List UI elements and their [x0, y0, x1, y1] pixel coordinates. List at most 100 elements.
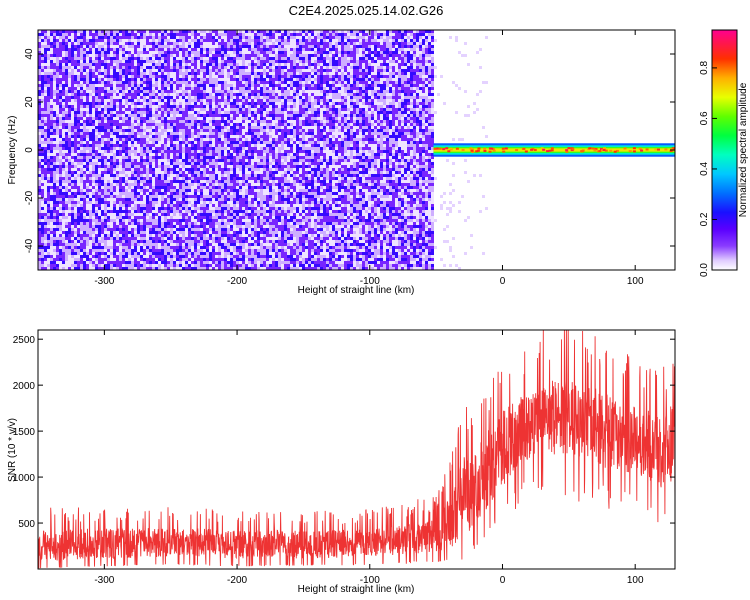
heatmap-cell [62, 213, 65, 216]
heatmap-cell [185, 171, 188, 174]
heatmap-cell [170, 156, 173, 159]
heatmap-cell [158, 39, 161, 42]
heatmap-cell [194, 51, 197, 54]
heatmap-cell [98, 255, 101, 258]
heatmap-cell [128, 189, 131, 192]
heatmap-cell [134, 36, 137, 39]
heatmap-cell [215, 36, 218, 39]
heatmap-cell [134, 120, 137, 123]
heatmap-cell [140, 189, 143, 192]
heatmap-cell [131, 93, 134, 96]
heatmap-cell [92, 246, 95, 249]
heatmap-cell [161, 213, 164, 216]
heatmap-cell [83, 33, 86, 36]
heatmap-cell [146, 192, 149, 195]
heatmap-cell [68, 96, 71, 99]
heatmap-cell [176, 93, 179, 96]
heatmap-cell [122, 117, 125, 120]
heatmap-cell [68, 126, 71, 129]
heatmap-cell [80, 222, 83, 225]
heatmap-cell [221, 261, 224, 264]
heatmap-cell [188, 201, 191, 204]
heatmap-cell [131, 174, 134, 177]
heatmap-cell [86, 204, 89, 207]
heatmap-cell [47, 255, 50, 258]
heatmap-cell [221, 36, 224, 39]
heatmap-cell [182, 60, 185, 63]
heatmap-cell [188, 99, 191, 102]
heatmap-cell [110, 78, 113, 81]
heatmap-cell [92, 195, 95, 198]
heatmap-cell [218, 225, 221, 228]
heatmap-cell [197, 219, 200, 222]
heatmap-cell [44, 138, 47, 141]
heatmap-cell [119, 165, 122, 168]
heatmap-cell [164, 75, 167, 78]
heatmap-cell [185, 243, 188, 246]
heatmap-cell [173, 45, 176, 48]
heatmap-cell [101, 198, 104, 201]
heatmap-cell [113, 39, 116, 42]
heatmap-cell [77, 246, 80, 249]
heatmap-cell [128, 63, 131, 66]
heatmap-cell [167, 96, 170, 99]
heatmap-cell [164, 60, 167, 63]
heatmap-cell [188, 123, 191, 126]
heatmap-cell [128, 69, 131, 72]
heatmap-cell [224, 129, 227, 132]
heatmap-cell [89, 255, 92, 258]
heatmap-cell [104, 189, 107, 192]
heatmap-cell [131, 87, 134, 90]
heatmap-cell [71, 45, 74, 48]
heatmap-cell [137, 129, 140, 132]
heatmap-cell [83, 144, 86, 147]
heatmap-cell [101, 102, 104, 105]
heatmap-cell [95, 42, 98, 45]
heatmap-cell [113, 159, 116, 162]
heatmap-cell [221, 33, 224, 36]
heatmap-cell [131, 228, 134, 231]
heatmap-cell [68, 117, 71, 120]
heatmap-cell [92, 150, 95, 153]
heatmap-cell [203, 48, 206, 51]
heatmap-cell [179, 105, 182, 108]
heatmap-cell [188, 240, 191, 243]
heatmap-cell [104, 108, 107, 111]
heatmap-cell [152, 36, 155, 39]
heatmap-cell [74, 171, 77, 174]
heatmap-cell [41, 39, 44, 42]
heatmap-cell [140, 138, 143, 141]
heatmap-cell [65, 63, 68, 66]
heatmap-cell [215, 120, 218, 123]
heatmap-cell [197, 33, 200, 36]
heatmap-cell [152, 249, 155, 252]
heatmap-cell [149, 63, 152, 66]
heatmap-cell [107, 261, 110, 264]
heatmap-cell [89, 213, 92, 216]
heatmap-cell [71, 180, 74, 183]
heatmap-cell [167, 48, 170, 51]
heatmap-cell [128, 213, 131, 216]
heatmap-cell [167, 42, 170, 45]
heatmap-cell [125, 117, 128, 120]
heatmap-cell [113, 99, 116, 102]
heatmap-cell [155, 249, 158, 252]
heatmap-cell [68, 258, 71, 261]
heatmap-cell [146, 240, 149, 243]
heatmap-cell [188, 183, 191, 186]
heatmap-cell [209, 222, 212, 225]
heatmap-cell [113, 105, 116, 108]
heatmap-cell [116, 264, 119, 267]
heatmap-cell [125, 171, 128, 174]
heatmap-cell [137, 252, 140, 255]
heatmap-cell [212, 240, 215, 243]
heatmap-cell [191, 84, 194, 87]
heatmap-cell [122, 78, 125, 81]
heatmap-cell [110, 165, 113, 168]
heatmap-cell [86, 114, 89, 117]
heatmap-cell [50, 87, 53, 90]
heatmap-cell [137, 159, 140, 162]
heatmap-cell [137, 120, 140, 123]
heatmap-cell [89, 153, 92, 156]
heatmap-cell [53, 126, 56, 129]
